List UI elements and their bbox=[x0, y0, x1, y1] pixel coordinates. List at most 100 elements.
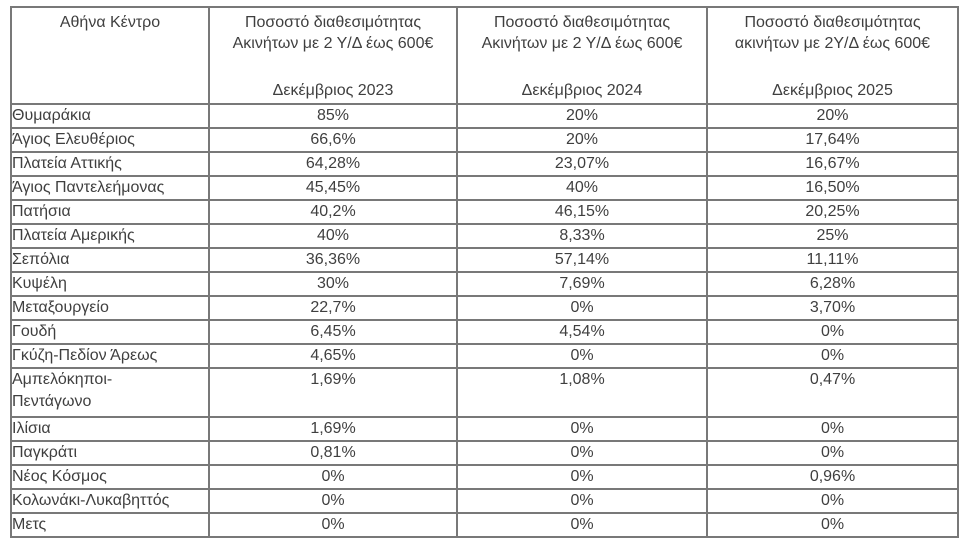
area-name-cell: Κυψέλη bbox=[10, 271, 210, 297]
table-body: Θυμαράκια 85% 20% 20% Άγιος Ελευθέριος 6… bbox=[10, 103, 959, 538]
value-2024-cell: 7,69% bbox=[456, 271, 708, 297]
header-line-2: Ακινήτων με 2 Υ/Δ έως 600€ bbox=[232, 35, 434, 52]
value-2024-cell: 1,08% bbox=[456, 367, 708, 418]
value-2023-cell: 0,81% bbox=[208, 440, 458, 466]
value-2024-cell: 0% bbox=[456, 488, 708, 514]
header-line-1: Ποσοστό διαθεσιμότητας bbox=[744, 14, 921, 31]
value-2025-cell: 0% bbox=[706, 488, 959, 514]
value-2024-cell: 0% bbox=[456, 343, 708, 369]
value-2024-cell: 0% bbox=[456, 295, 708, 321]
table-row: Γουδή 6,45% 4,54% 0% bbox=[10, 319, 959, 345]
area-name-cell: Πλατεία Αμερικής bbox=[10, 223, 210, 249]
availability-table: Αθήνα Κέντρο Ποσοστό διαθεσιμότητας Ακιν… bbox=[10, 6, 959, 538]
value-2023-cell: 45,45% bbox=[208, 175, 458, 201]
area-name-cell: Άγιος Παντελεήμονας bbox=[10, 175, 210, 201]
value-2025-cell: 25% bbox=[706, 223, 959, 249]
value-2023-cell: 4,65% bbox=[208, 343, 458, 369]
value-2023-cell: 66,6% bbox=[208, 127, 458, 153]
column-header-dec-2023: Ποσοστό διαθεσιμότητας Ακινήτων με 2 Υ/Δ… bbox=[208, 6, 458, 105]
value-2023-cell: 85% bbox=[208, 103, 458, 129]
area-name-cell: Θυμαράκια bbox=[10, 103, 210, 129]
table-row: Αμπελόκηποι- Πεντάγωνο 1,69% 1,08% 0,47% bbox=[10, 367, 959, 418]
value-2024-cell: 0% bbox=[456, 416, 708, 442]
table-header: Αθήνα Κέντρο Ποσοστό διαθεσιμότητας Ακιν… bbox=[10, 6, 959, 105]
value-2025-cell: 0% bbox=[706, 416, 959, 442]
header-period: Δεκέμβριος 2024 bbox=[521, 82, 643, 99]
header-line-1: Ποσοστό διαθεσιμότητας bbox=[244, 14, 422, 31]
table-row: Σεπόλια 36,36% 57,14% 11,11% bbox=[10, 247, 959, 273]
value-2025-cell: 0% bbox=[706, 319, 959, 345]
availability-table-container: Αθήνα Κέντρο Ποσοστό διαθεσιμότητας Ακιν… bbox=[10, 6, 959, 538]
table-row: Μεταξουργείο 22,7% 0% 3,70% bbox=[10, 295, 959, 321]
area-name-cell: Πατήσια bbox=[10, 199, 210, 225]
table-row: Θυμαράκια 85% 20% 20% bbox=[10, 103, 959, 129]
table-row: Κυψέλη 30% 7,69% 6,28% bbox=[10, 271, 959, 297]
value-2023-cell: 1,69% bbox=[208, 367, 458, 418]
table-row: Ιλίσια 1,69% 0% 0% bbox=[10, 416, 959, 442]
value-2023-cell: 40,2% bbox=[208, 199, 458, 225]
value-2023-cell: 22,7% bbox=[208, 295, 458, 321]
value-2023-cell: 0% bbox=[208, 464, 458, 490]
value-2024-cell: 4,54% bbox=[456, 319, 708, 345]
header-period: Δεκέμβριος 2025 bbox=[772, 82, 893, 99]
value-2023-cell: 0% bbox=[208, 488, 458, 514]
area-header-title: Αθήνα Κέντρο bbox=[59, 14, 161, 31]
column-header-area: Αθήνα Κέντρο bbox=[10, 6, 210, 105]
area-name-cell: Άγιος Ελευθέριος bbox=[10, 127, 210, 153]
table-row: Πλατεία Αμερικής 40% 8,33% 25% bbox=[10, 223, 959, 249]
value-2025-cell: 16,50% bbox=[706, 175, 959, 201]
area-name-cell: Νέος Κόσμος bbox=[10, 464, 210, 490]
header-period: Δεκέμβριος 2023 bbox=[272, 82, 394, 99]
value-2024-cell: 23,07% bbox=[456, 151, 708, 177]
column-header-dec-2024: Ποσοστό διαθεσιμότητας Ακινήτων με 2 Υ/Δ… bbox=[456, 6, 708, 105]
table-row: Πατήσια 40,2% 46,15% 20,25% bbox=[10, 199, 959, 225]
value-2023-cell: 1,69% bbox=[208, 416, 458, 442]
value-2025-cell: 16,67% bbox=[706, 151, 959, 177]
value-2024-cell: 0% bbox=[456, 512, 708, 538]
value-2024-cell: 0% bbox=[456, 440, 708, 466]
value-2025-cell: 20% bbox=[706, 103, 959, 129]
value-2024-cell: 20% bbox=[456, 127, 708, 153]
value-2025-cell: 6,28% bbox=[706, 271, 959, 297]
table-row: Πλατεία Αττικής 64,28% 23,07% 16,67% bbox=[10, 151, 959, 177]
area-name-cell: Μεταξουργείο bbox=[10, 295, 210, 321]
area-name-cell: Πλατεία Αττικής bbox=[10, 151, 210, 177]
table-row: Μετς 0% 0% 0% bbox=[10, 512, 959, 538]
area-name-cell: Γουδή bbox=[10, 319, 210, 345]
value-2025-cell: 3,70% bbox=[706, 295, 959, 321]
area-name-cell: Γκύζη-Πεδίον Άρεως bbox=[10, 343, 210, 369]
area-name-cell: Παγκράτι bbox=[10, 440, 210, 466]
value-2024-cell: 57,14% bbox=[456, 247, 708, 273]
area-name-cell: Αμπελόκηποι- Πεντάγωνο bbox=[10, 367, 210, 418]
header-line-1: Ποσοστό διαθεσιμότητας bbox=[493, 14, 671, 31]
value-2025-cell: 20,25% bbox=[706, 199, 959, 225]
value-2024-cell: 8,33% bbox=[456, 223, 708, 249]
area-name-cell: Σεπόλια bbox=[10, 247, 210, 273]
table-row: Κολωνάκι-Λυκαβηττός 0% 0% 0% bbox=[10, 488, 959, 514]
value-2025-cell: 0% bbox=[706, 512, 959, 538]
table-row: Παγκράτι 0,81% 0% 0% bbox=[10, 440, 959, 466]
value-2025-cell: 0,47% bbox=[706, 367, 959, 418]
area-name-cell: Ιλίσια bbox=[10, 416, 210, 442]
value-2023-cell: 40% bbox=[208, 223, 458, 249]
table-row: Νέος Κόσμος 0% 0% 0,96% bbox=[10, 464, 959, 490]
value-2024-cell: 20% bbox=[456, 103, 708, 129]
value-2025-cell: 0% bbox=[706, 343, 959, 369]
header-row: Αθήνα Κέντρο Ποσοστό διαθεσιμότητας Ακιν… bbox=[10, 6, 959, 105]
table-row: Γκύζη-Πεδίον Άρεως 4,65% 0% 0% bbox=[10, 343, 959, 369]
value-2023-cell: 64,28% bbox=[208, 151, 458, 177]
value-2025-cell: 0,96% bbox=[706, 464, 959, 490]
table-row: Άγιος Παντελεήμονας 45,45% 40% 16,50% bbox=[10, 175, 959, 201]
table-row: Άγιος Ελευθέριος 66,6% 20% 17,64% bbox=[10, 127, 959, 153]
value-2024-cell: 0% bbox=[456, 464, 708, 490]
area-name-cell: Κολωνάκι-Λυκαβηττός bbox=[10, 488, 210, 514]
column-header-dec-2025: Ποσοστό διαθεσιμότητας ακινήτων με 2Υ/Δ … bbox=[706, 6, 959, 105]
value-2025-cell: 11,11% bbox=[706, 247, 959, 273]
value-2024-cell: 40% bbox=[456, 175, 708, 201]
area-name-cell: Μετς bbox=[10, 512, 210, 538]
value-2023-cell: 36,36% bbox=[208, 247, 458, 273]
value-2023-cell: 6,45% bbox=[208, 319, 458, 345]
value-2023-cell: 0% bbox=[208, 512, 458, 538]
value-2025-cell: 0% bbox=[706, 440, 959, 466]
header-line-2: ακινήτων με 2Υ/Δ έως 600€ bbox=[734, 35, 931, 52]
